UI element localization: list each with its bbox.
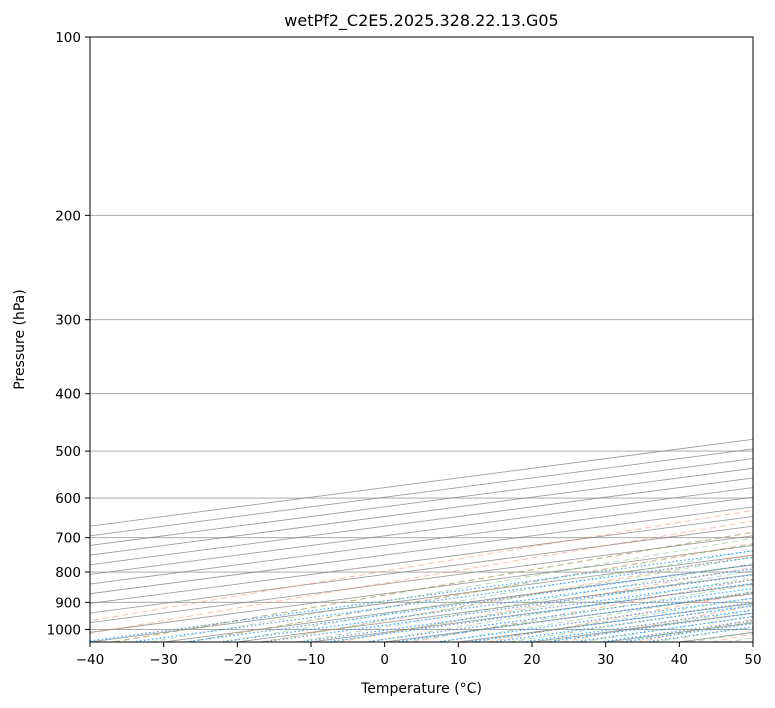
y-tick-label: 300 [55,313,81,329]
y-tick-label: 200 [55,208,81,224]
x-tick-label: 30 [597,652,614,668]
plot-frame [89,36,754,643]
mixing-ratio-line [262,574,753,642]
mixing-ratio-line [218,568,753,642]
moist-adiabat-line [332,570,753,642]
y-tick-label: 700 [55,531,81,547]
x-tick-label: 20 [523,652,540,668]
y-tick-label: 500 [55,444,81,460]
x-axis: −40 −30 −20 −10 0 10 20 30 40 50 [76,642,762,668]
background-lines [90,37,753,642]
x-tick-label: −20 [223,652,252,668]
x-tick-label: −10 [297,652,326,668]
x-tick-label: 0 [380,652,389,668]
isotherm-line [90,525,753,614]
x-tick-label: −40 [76,652,105,668]
x-tick-label: −30 [149,652,178,668]
y-tick-label: 100 [55,30,81,46]
y-tick-label: 400 [55,387,81,403]
dry-adiabat-line [338,566,753,642]
moist-adiabat-line [403,584,753,642]
isotherm-line [90,506,753,595]
y-tick-label: 900 [55,595,81,611]
x-tick-label: 10 [450,652,467,668]
y-tick-label: 600 [55,491,81,507]
mixing-ratio-line [326,582,753,642]
isotherm-line [90,458,753,546]
isotherm-line [90,467,753,556]
dry-adiabat-line [114,531,753,642]
isotherm-line [90,535,753,624]
isotherm-line [90,477,753,566]
dry-adiabat-line [188,542,753,642]
mixing-ratio-line [299,579,753,642]
x-tick-label: 50 [744,652,761,668]
chart-title: wetPf2_C2E5.2025.328.22.13.G05 [284,11,558,31]
x-axis-label: Temperature (°C) [360,681,482,697]
y-tick-label: 1000 [47,622,81,638]
dry-adiabat-line [90,509,753,622]
y-axis-label: Pressure (hPa) [12,289,28,389]
isotherm-line [90,487,753,575]
dry-adiabat-line [412,579,753,642]
y-tick-label: 800 [55,565,81,581]
x-tick-label: 40 [671,652,688,668]
isotherm-line [90,516,753,604]
mixing-ratio-line [90,550,753,642]
isotherm-line [90,496,753,585]
y-axis: 100 200 300 400 500 600 700 800 900 1000 [47,30,90,638]
